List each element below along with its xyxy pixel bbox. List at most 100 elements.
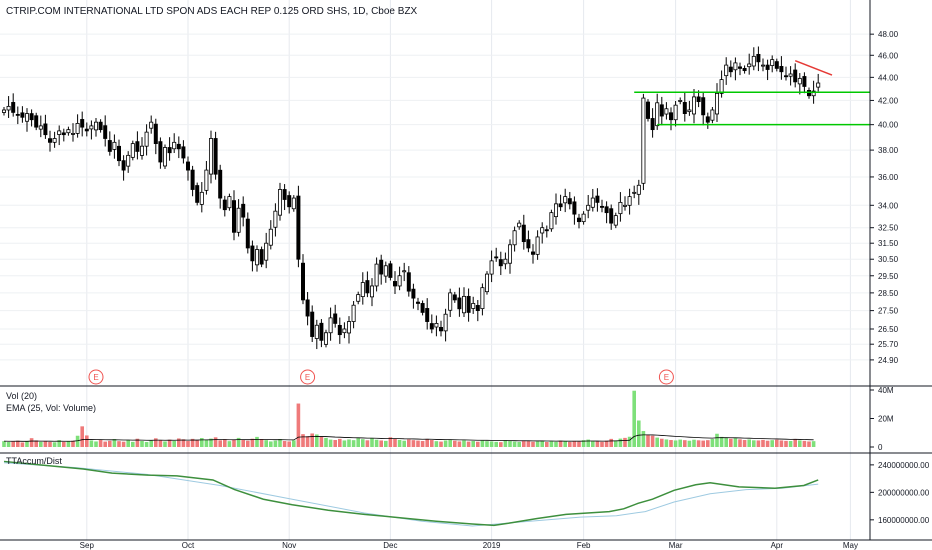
volume-bar[interactable] bbox=[370, 438, 374, 447]
volume-bar[interactable] bbox=[471, 441, 475, 447]
volume-ema-line[interactable] bbox=[3, 434, 814, 442]
candle[interactable] bbox=[6, 96, 11, 118]
candle[interactable] bbox=[57, 125, 62, 146]
candle[interactable] bbox=[600, 199, 605, 213]
candle[interactable] bbox=[342, 322, 347, 339]
candle[interactable] bbox=[402, 262, 407, 282]
volume-bar[interactable] bbox=[508, 441, 512, 447]
volume-bar[interactable] bbox=[75, 435, 80, 447]
candle[interactable] bbox=[567, 191, 572, 210]
earnings-marker[interactable]: E bbox=[88, 369, 104, 385]
volume-bar[interactable] bbox=[655, 437, 659, 447]
candle[interactable] bbox=[314, 319, 319, 350]
volume-bar[interactable] bbox=[347, 439, 351, 447]
volume-bar[interactable] bbox=[673, 440, 678, 447]
candle[interactable] bbox=[627, 188, 632, 215]
volume-bar[interactable] bbox=[715, 433, 719, 447]
volume-bar[interactable] bbox=[282, 441, 287, 447]
volume-bar[interactable] bbox=[338, 438, 342, 447]
volume-bar[interactable] bbox=[485, 441, 489, 447]
volume-bar[interactable] bbox=[512, 441, 517, 447]
candle[interactable] bbox=[728, 60, 733, 78]
candle[interactable] bbox=[107, 131, 112, 156]
candle[interactable] bbox=[346, 316, 351, 344]
volume-bar[interactable] bbox=[577, 441, 581, 447]
volume-bar[interactable] bbox=[62, 441, 66, 447]
volume-bar[interactable] bbox=[52, 442, 57, 447]
candle[interactable] bbox=[406, 266, 411, 297]
volume-bar[interactable] bbox=[301, 434, 305, 447]
candle[interactable] bbox=[213, 131, 218, 180]
candle[interactable] bbox=[356, 291, 361, 305]
candle[interactable] bbox=[75, 114, 80, 138]
volume-bar[interactable] bbox=[246, 440, 250, 447]
volume-bar[interactable] bbox=[144, 442, 149, 447]
candle[interactable] bbox=[2, 107, 7, 116]
candle[interactable] bbox=[613, 212, 618, 229]
candle[interactable] bbox=[784, 66, 789, 81]
accum-ma-line[interactable] bbox=[3, 462, 819, 527]
candle[interactable] bbox=[526, 230, 531, 253]
volume-bar[interactable] bbox=[117, 441, 121, 447]
volume-bar[interactable] bbox=[333, 440, 337, 447]
volume-bar[interactable] bbox=[365, 440, 370, 447]
volume-pane[interactable] bbox=[2, 390, 816, 447]
volume-bar[interactable] bbox=[154, 438, 158, 447]
candle[interactable] bbox=[503, 252, 508, 270]
candle[interactable] bbox=[434, 315, 439, 337]
volume-bar[interactable] bbox=[310, 433, 314, 447]
volume-bar[interactable] bbox=[683, 440, 687, 447]
volume-bar[interactable] bbox=[563, 441, 567, 447]
volume-bar[interactable] bbox=[379, 440, 383, 447]
candle[interactable] bbox=[425, 298, 430, 330]
volume-bar[interactable] bbox=[98, 439, 103, 447]
candle[interactable] bbox=[646, 99, 651, 122]
candle[interactable] bbox=[98, 119, 103, 133]
candle[interactable] bbox=[15, 106, 20, 125]
candle[interactable] bbox=[241, 196, 246, 227]
volume-bar[interactable] bbox=[503, 440, 508, 447]
candle[interactable] bbox=[259, 246, 264, 268]
candle[interactable] bbox=[457, 287, 462, 317]
volume-bar[interactable] bbox=[172, 440, 176, 447]
candle[interactable] bbox=[117, 139, 122, 167]
volume-bar[interactable] bbox=[20, 442, 25, 447]
volume-bar[interactable] bbox=[190, 438, 195, 447]
volume-bar[interactable] bbox=[149, 440, 153, 447]
volume-bar[interactable] bbox=[39, 441, 43, 447]
volume-bar[interactable] bbox=[374, 439, 379, 447]
candle[interactable] bbox=[130, 140, 135, 161]
candle[interactable] bbox=[719, 70, 724, 98]
candle[interactable] bbox=[807, 87, 812, 99]
candle[interactable] bbox=[512, 226, 517, 252]
candle[interactable] bbox=[149, 115, 154, 134]
volume-bar[interactable] bbox=[439, 441, 443, 447]
volume-bar[interactable] bbox=[420, 441, 425, 447]
volume-bar[interactable] bbox=[287, 441, 291, 447]
volume-bar[interactable] bbox=[34, 440, 38, 447]
volume-bar[interactable] bbox=[112, 439, 117, 447]
volume-bar[interactable] bbox=[342, 440, 347, 447]
candle[interactable] bbox=[742, 65, 747, 74]
volume-bar[interactable] bbox=[126, 440, 130, 447]
candle[interactable] bbox=[287, 191, 292, 214]
volume-bar[interactable] bbox=[747, 439, 751, 447]
volume-bar[interactable] bbox=[2, 441, 6, 447]
candle[interactable] bbox=[218, 164, 223, 209]
volume-bar[interactable] bbox=[6, 442, 11, 447]
volume-bar[interactable] bbox=[305, 436, 310, 447]
candle[interactable] bbox=[521, 214, 526, 250]
candle[interactable] bbox=[300, 254, 305, 305]
volume-bar[interactable] bbox=[430, 440, 434, 447]
volume-bar[interactable] bbox=[761, 439, 765, 447]
volume-bar[interactable] bbox=[811, 441, 816, 447]
volume-bar[interactable] bbox=[397, 439, 402, 447]
candle[interactable] bbox=[185, 156, 190, 181]
candle[interactable] bbox=[604, 201, 609, 224]
candle[interactable] bbox=[554, 193, 559, 225]
candle[interactable] bbox=[429, 314, 434, 334]
candle[interactable] bbox=[765, 59, 770, 81]
candle[interactable] bbox=[310, 305, 315, 343]
candle[interactable] bbox=[43, 114, 48, 139]
candle[interactable] bbox=[664, 102, 669, 120]
